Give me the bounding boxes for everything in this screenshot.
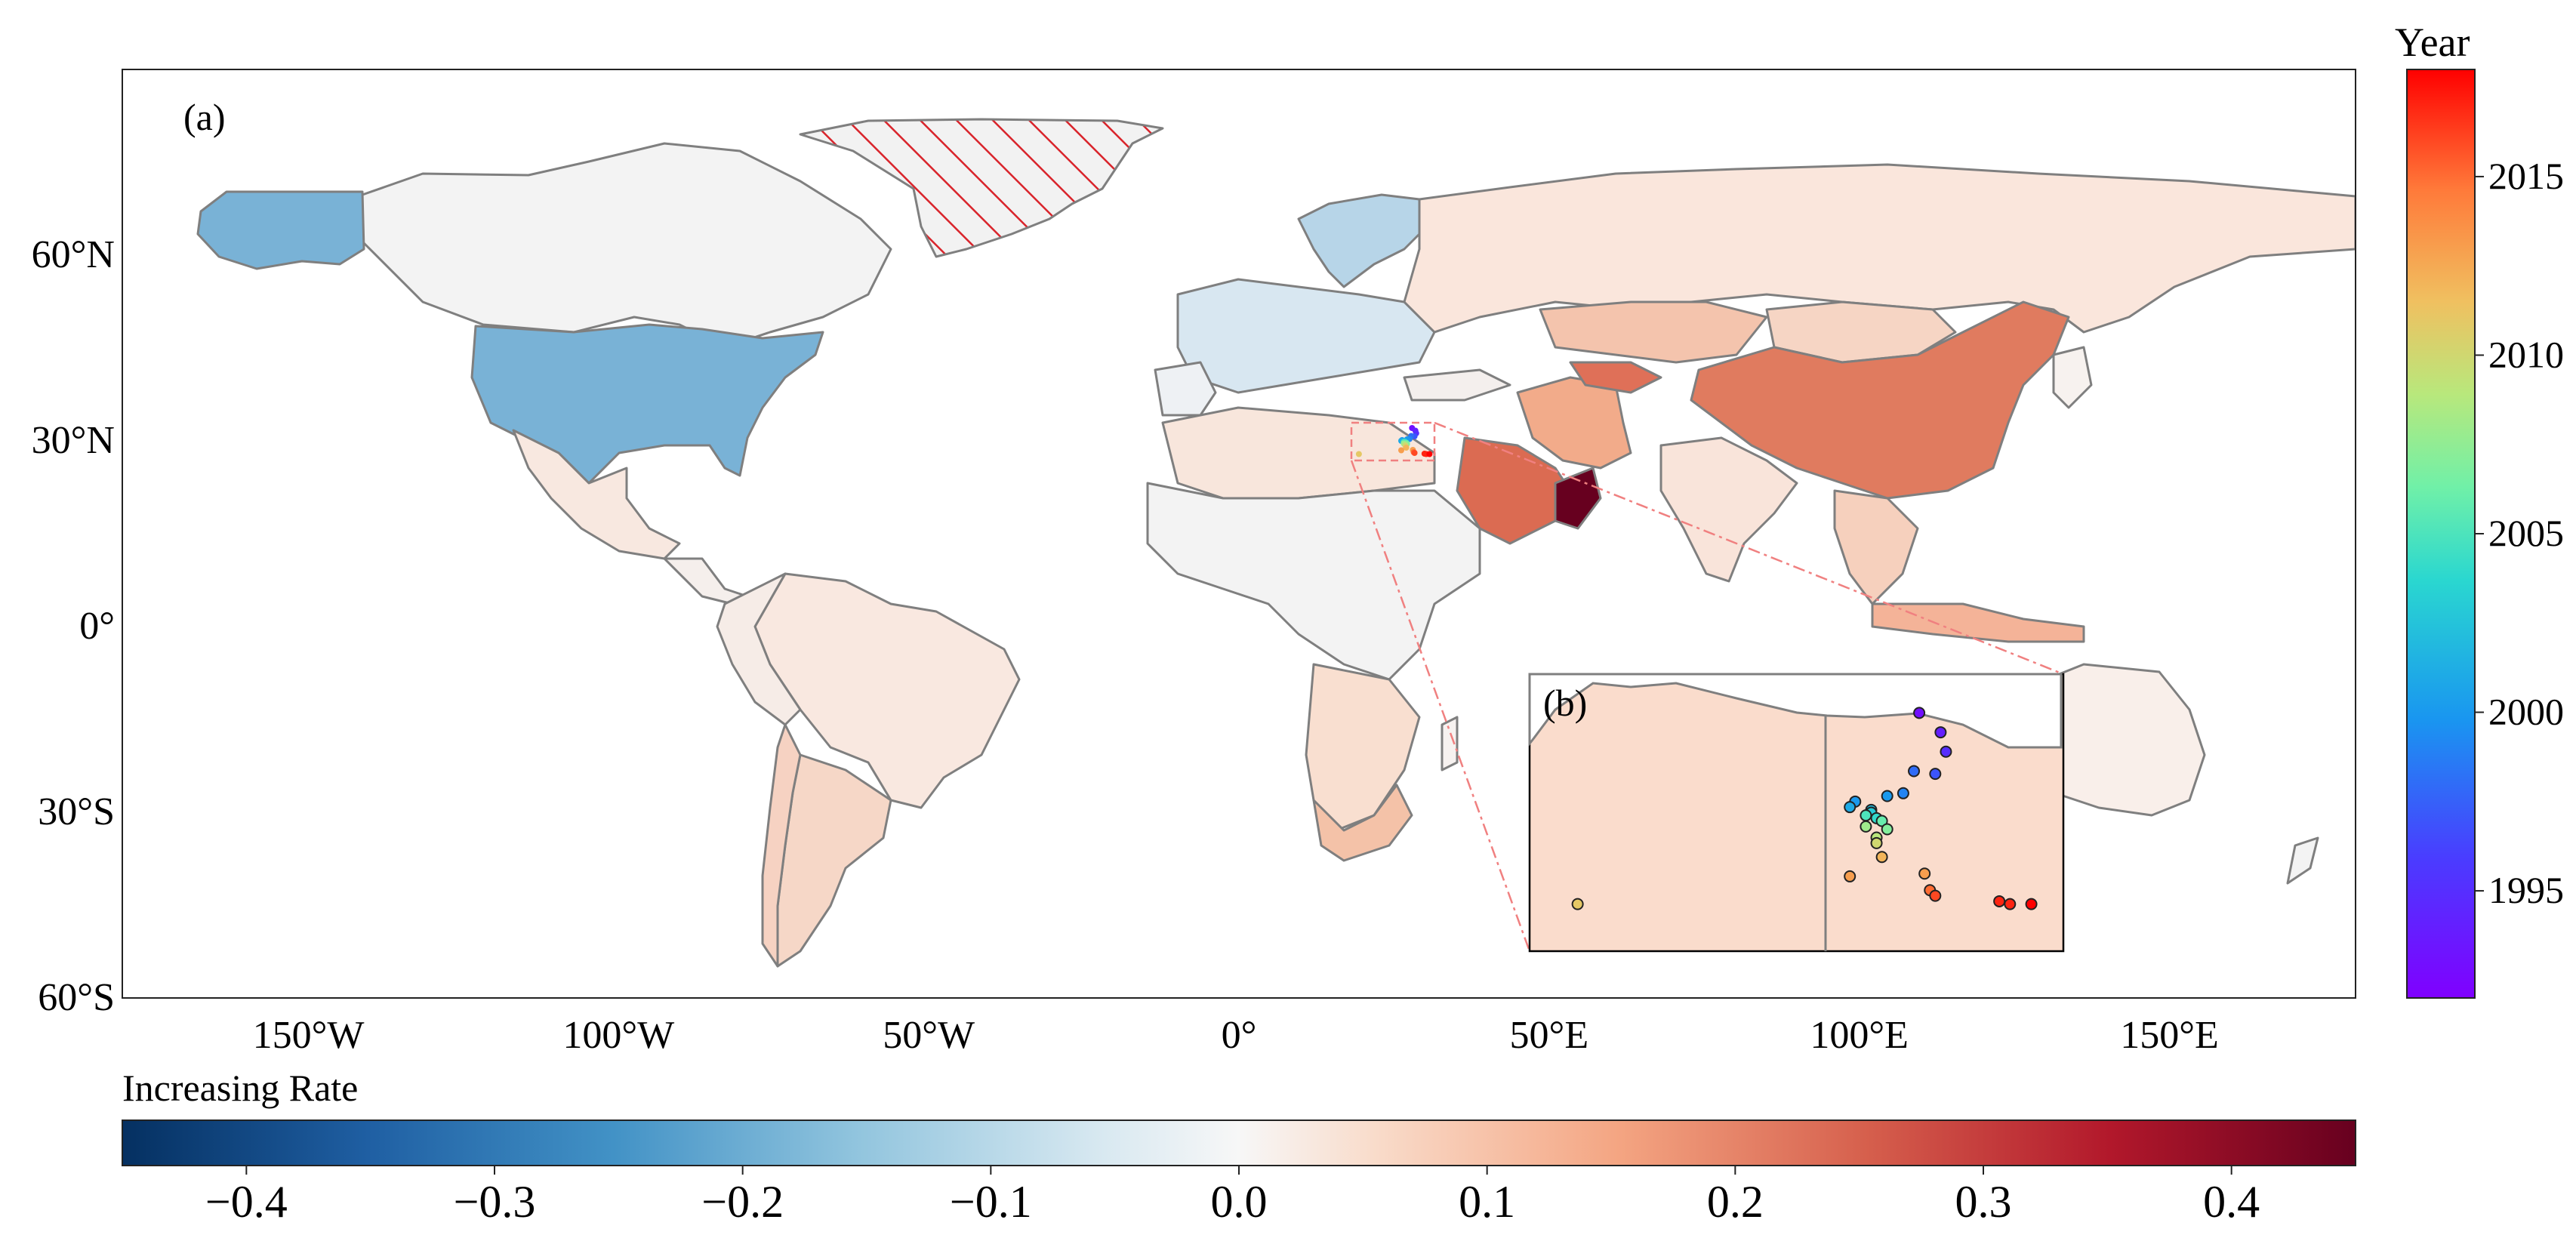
year-tick-label: 2015: [2488, 155, 2564, 197]
year-tick-label: 1995: [2488, 869, 2564, 911]
inset-point: [1875, 815, 1888, 827]
lon-tick-label: 100°W: [562, 1014, 674, 1057]
year-colorbar: [2406, 69, 2476, 999]
inset-point: [1929, 889, 1942, 902]
rate-tick-label: 0.0: [1211, 1177, 1268, 1227]
region-north-africa: [1161, 406, 1436, 500]
region-indonesia: [1871, 602, 2085, 643]
rate-colorbar: [122, 1120, 2356, 1166]
lon-tick-label: 50°E: [1510, 1014, 1589, 1057]
inset-point: [2025, 898, 2038, 910]
lon-tick-label: 0°: [1222, 1014, 1257, 1057]
inset-coastline: [1528, 673, 2063, 749]
region-new-zealand: [2286, 836, 2319, 885]
inset-point: [1844, 870, 1857, 882]
year-tick-label: 2010: [2488, 333, 2564, 375]
lat-tick-label: 30°N: [32, 419, 115, 462]
inset-point: [1881, 823, 1893, 836]
lon-tick-label: 150°E: [2120, 1014, 2219, 1057]
inset-point: [1870, 836, 1883, 849]
panel-b-label: (b): [1543, 682, 1587, 724]
inset-point: [1918, 867, 1931, 880]
region-madagascar: [1441, 716, 1459, 771]
inset-point: [1875, 851, 1888, 864]
study-area-point: [1355, 451, 1362, 457]
rate-colorbar-ticks: −0.4 −0.3 −0.2 −0.1 0.0 0.1 0.2 0.3 0.4: [205, 1166, 2260, 1227]
inset-point: [1913, 707, 1926, 719]
region-iberia: [1154, 361, 1217, 417]
study-area-box: [1350, 421, 1436, 462]
rate-colorbar-title: Increasing Rate: [122, 1067, 358, 1109]
inset-point: [1860, 809, 1872, 822]
inset-point: [1940, 745, 1952, 758]
rate-tick-label: −0.1: [950, 1177, 1032, 1227]
inset-point: [2004, 898, 2017, 910]
inset-point: [1897, 787, 1909, 799]
inset-map: [1528, 673, 2065, 953]
lat-axis: 60°N 30°N 0° 30°S 60°S: [32, 233, 115, 1019]
study-area-point: [1426, 451, 1433, 457]
rate-tick-label: −0.4: [205, 1177, 288, 1227]
rate-tick-label: 0.3: [1955, 1177, 2012, 1227]
inset-points: [1571, 707, 2038, 910]
region-russia: [1403, 163, 2356, 334]
inset-point: [1934, 726, 1947, 739]
region-oman: [1554, 467, 1602, 530]
study-area-point: [1411, 450, 1418, 456]
rate-tick-label: 0.1: [1459, 1177, 1515, 1227]
region-south-africa: [1312, 784, 1413, 862]
map-frame: [122, 69, 2356, 999]
region-kazakhstan: [1539, 300, 1768, 364]
inset-point: [1860, 820, 1872, 833]
lon-tick-label: 150°W: [253, 1014, 365, 1057]
inset-point: [1929, 768, 1942, 781]
rate-tick-label: −0.2: [701, 1177, 784, 1227]
zoom-line-left: [1350, 460, 1531, 952]
zoom-line-right: [1434, 421, 2064, 676]
region-scandinavia: [1297, 193, 1428, 288]
year-colorbar-title: Year: [2395, 20, 2470, 65]
year-tick-label: 2005: [2488, 512, 2564, 554]
region-greenland: [799, 118, 1164, 258]
region-india: [1659, 436, 1798, 583]
study-area-point: [1398, 447, 1404, 454]
inset-point: [1881, 790, 1893, 802]
region-alaska: [196, 190, 365, 270]
world-map: [122, 69, 2356, 998]
inset-point: [1993, 895, 2006, 907]
lon-tick-label: 100°E: [1810, 1014, 1909, 1057]
lat-tick-label: 30°S: [38, 790, 115, 833]
lat-tick-label: 60°N: [32, 233, 115, 276]
region-turkey: [1403, 368, 1511, 402]
rate-tick-label: 0.4: [2203, 1177, 2260, 1227]
inset-point: [1571, 898, 1584, 910]
lat-tick-label: 0°: [79, 605, 115, 648]
region-turkmenistan: [1569, 361, 1662, 394]
lon-tick-label: 50°W: [883, 1014, 975, 1057]
region-mexico: [512, 429, 681, 560]
year-tick-label: 2000: [2488, 691, 2564, 733]
region-chile: [761, 723, 802, 968]
study-area-point: [1403, 445, 1410, 451]
region-china: [1690, 300, 2070, 500]
rate-tick-label: 0.2: [1707, 1177, 1764, 1227]
region-canada: [361, 142, 892, 349]
region-japan: [2052, 346, 2093, 409]
panel-a-label: (a): [183, 96, 226, 138]
region-peru-colombia: [716, 572, 802, 726]
region-southeast-asia: [1833, 489, 1919, 605]
inset-point: [1844, 801, 1857, 814]
rate-tick-label: −0.3: [454, 1177, 536, 1227]
inset-point: [1908, 765, 1921, 778]
lon-axis: 150°W 100°W 50°W 0° 50°E 100°E 150°E: [253, 1014, 2219, 1057]
lat-tick-label: 60°S: [38, 976, 115, 1019]
year-colorbar-ticks: 2015 2010 2005 2000 1995: [2475, 155, 2564, 911]
